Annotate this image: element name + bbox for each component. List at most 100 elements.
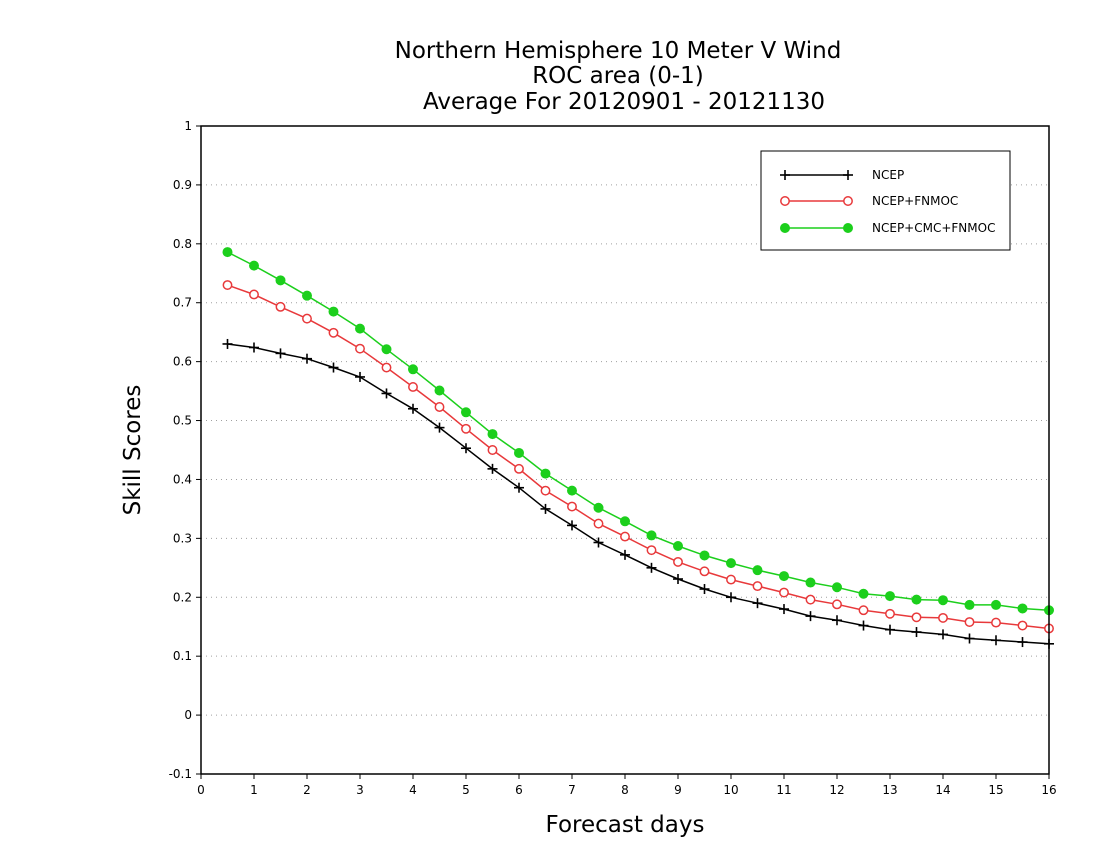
- data-point: [726, 592, 736, 603]
- data-point: [805, 594, 816, 605]
- data-point: [328, 362, 339, 373]
- y-tick-label: 0: [184, 708, 192, 722]
- data-point: [567, 501, 577, 512]
- data-point: [461, 443, 471, 454]
- x-tick-label: 14: [935, 783, 950, 797]
- data-point: [885, 591, 895, 602]
- data-point: [752, 598, 763, 609]
- data-point: [938, 629, 948, 640]
- data-point: [593, 518, 604, 529]
- data-point: [434, 402, 445, 412]
- data-point: [673, 541, 683, 552]
- data-point: [832, 599, 842, 610]
- data-point: [593, 502, 604, 513]
- data-point: [726, 574, 736, 585]
- data-point: [752, 565, 763, 576]
- data-point: [381, 388, 392, 399]
- data-point: [699, 566, 710, 577]
- data-point: [593, 537, 604, 548]
- x-tick-label: 8: [621, 783, 629, 797]
- data-point: [938, 595, 948, 606]
- data-point: [699, 550, 710, 561]
- x-tick-label: 16: [1041, 783, 1056, 797]
- x-axis-title: Forecast days: [546, 812, 705, 838]
- x-tick-label: 15: [988, 783, 1003, 797]
- plot-frame: [200, 125, 1050, 775]
- x-tick-label: 0: [197, 783, 205, 797]
- data-point: [302, 313, 312, 324]
- x-tick-label: 3: [356, 783, 364, 797]
- data-point: [249, 289, 259, 300]
- data-point: [222, 247, 233, 258]
- data-point: [938, 612, 948, 623]
- data-point: [461, 407, 471, 418]
- data-point: [275, 301, 286, 312]
- series-0: [222, 338, 1054, 649]
- data-point: [408, 403, 418, 414]
- x-tick-label: 12: [829, 783, 844, 797]
- data-point: [805, 611, 816, 622]
- data-point: [1017, 637, 1028, 648]
- legend-label: NCEP+CMC+FNMOC: [872, 221, 995, 235]
- chart-title-line-2: ROC area (0-1): [532, 63, 704, 89]
- data-point: [964, 617, 975, 627]
- data-point: [885, 624, 895, 635]
- data-point: [567, 520, 577, 531]
- legend-entry-2: NCEP+CMC+FNMOC: [780, 221, 995, 235]
- x-tick-label: 11: [776, 783, 791, 797]
- data-point: [991, 635, 1001, 646]
- data-point: [964, 599, 975, 610]
- y-tick-label: 0.5: [173, 414, 192, 428]
- y-tick-label: -0.1: [169, 767, 192, 781]
- legend-marker: [780, 196, 790, 206]
- data-point: [514, 447, 524, 458]
- x-tick-label: 13: [882, 783, 897, 797]
- data-point: [381, 344, 392, 355]
- data-point: [911, 627, 922, 638]
- data-point: [779, 587, 789, 598]
- data-point: [1017, 603, 1028, 614]
- data-point: [540, 468, 551, 479]
- data-point: [911, 594, 922, 605]
- data-point: [1017, 620, 1028, 631]
- data-point: [991, 617, 1001, 628]
- series-2: [222, 247, 1054, 616]
- x-tick-label: 2: [303, 783, 311, 797]
- data-point: [434, 385, 445, 396]
- data-point: [302, 290, 312, 301]
- x-tick-label: 5: [462, 783, 470, 797]
- legend-entry-1: NCEP+FNMOC: [780, 194, 958, 208]
- y-tick-label: 0.9: [173, 178, 192, 192]
- data-point: [408, 364, 418, 375]
- data-point: [646, 530, 657, 541]
- legend-marker: [843, 170, 853, 180]
- data-point: [858, 605, 869, 616]
- series-line: [227, 343, 1050, 645]
- data-point: [487, 445, 498, 455]
- data-point: [408, 382, 418, 392]
- data-point: [620, 516, 630, 527]
- data-point: [540, 503, 551, 514]
- data-point: [646, 545, 657, 556]
- data-point: [275, 275, 286, 286]
- data-point: [567, 485, 577, 496]
- data-point: [222, 280, 233, 291]
- data-point: [461, 423, 471, 434]
- data-point: [249, 260, 259, 271]
- legend-label: NCEP+FNMOC: [872, 194, 958, 208]
- chart-title-line-3: Average For 20120901 - 20121130: [423, 89, 825, 115]
- data-point: [620, 549, 630, 560]
- x-tick-label: 6: [515, 783, 523, 797]
- y-tick-label: 0.3: [173, 531, 192, 545]
- y-tick-label: 1: [184, 119, 192, 133]
- y-axis-title: Skill Scores: [120, 385, 146, 516]
- data-point: [222, 338, 233, 349]
- legend-label: NCEP: [872, 168, 904, 182]
- data-point: [858, 620, 869, 631]
- y-tick-label: 0.6: [173, 355, 192, 369]
- y-tick-label: 0.7: [173, 296, 192, 310]
- y-tick-label: 0.8: [173, 237, 192, 251]
- data-point: [381, 362, 392, 373]
- chart-title-line-1: Northern Hemisphere 10 Meter V Wind: [395, 38, 842, 64]
- data-point: [275, 348, 286, 359]
